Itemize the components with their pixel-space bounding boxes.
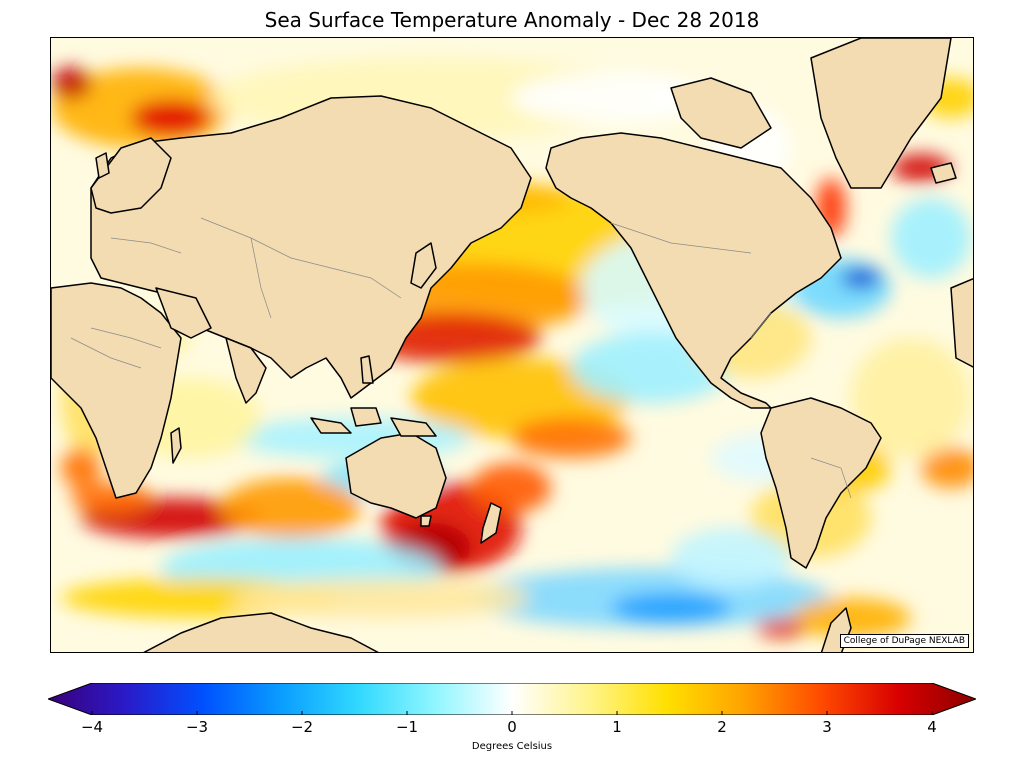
colorbar-tick-label: 4 <box>927 718 937 736</box>
country-border <box>110 237 182 254</box>
land-europe <box>90 137 172 214</box>
country-border <box>750 312 772 339</box>
land-philippines <box>360 355 374 384</box>
colorbar-label: Degrees Celsius <box>471 741 553 752</box>
land-tasmania <box>420 515 432 527</box>
land-japan <box>410 242 437 289</box>
land-north-america <box>545 132 842 409</box>
land-indonesia-2 <box>350 407 382 427</box>
sst-anomaly-map: College of DuPage NEXLAB <box>50 37 974 653</box>
land-layer <box>51 38 973 652</box>
land-antarctica <box>143 612 379 652</box>
land-new-guinea <box>390 417 437 437</box>
map-title: Sea Surface Temperature Anomaly - Dec 28… <box>264 8 760 32</box>
colorbar-tick-label: 1 <box>612 718 622 736</box>
land-india <box>225 337 267 404</box>
land-indonesia-1 <box>310 417 352 434</box>
colorbar <box>48 683 976 715</box>
country-border <box>250 237 272 319</box>
land-south-america <box>760 397 882 569</box>
land-new-zealand <box>480 502 502 544</box>
colorbar-ticks <box>91 711 933 715</box>
land-africa <box>51 282 182 499</box>
colorbar-tick-label: −3 <box>185 718 209 736</box>
land-greenland <box>810 38 952 189</box>
land-arctic-islands <box>670 77 772 149</box>
colorbar-tick-label: −4 <box>80 718 104 736</box>
colorbar-tick-label: 0 <box>507 718 517 736</box>
country-border <box>810 457 852 499</box>
land-madagascar <box>170 427 182 464</box>
map-canvas <box>51 38 973 652</box>
country-border <box>200 217 332 269</box>
credit-label: College of DuPage NEXLAB <box>839 634 969 648</box>
country-border <box>610 222 752 254</box>
land-iceland <box>930 162 957 184</box>
colorbar-tick-label: −1 <box>395 718 419 736</box>
land-arabia <box>155 287 212 339</box>
country-border <box>70 337 142 369</box>
country-border <box>90 327 162 349</box>
colorbar-body <box>48 683 976 715</box>
colorbar-tick-label: 3 <box>822 718 832 736</box>
land-uk <box>95 152 110 179</box>
land-east-europe <box>950 278 973 368</box>
country-border <box>330 267 402 299</box>
colorbar-tick-label: −2 <box>290 718 314 736</box>
colorbar-tick-label: 2 <box>717 718 727 736</box>
